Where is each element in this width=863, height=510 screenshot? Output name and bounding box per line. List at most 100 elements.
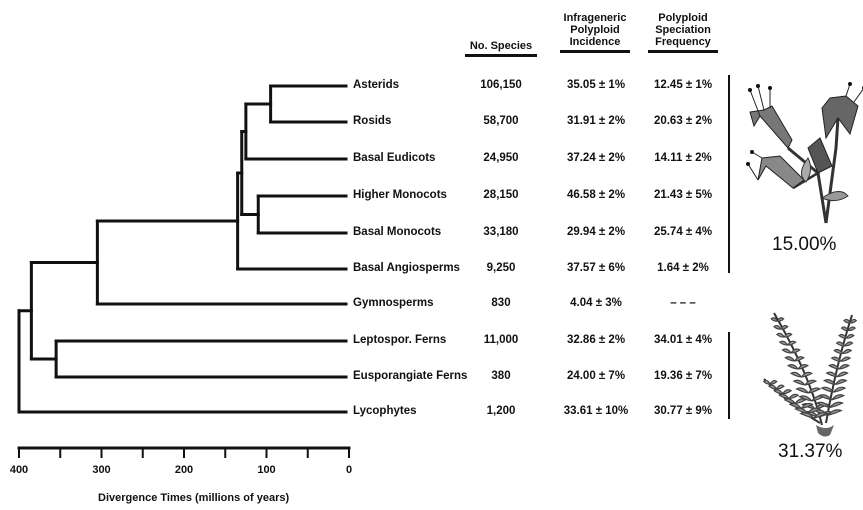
fern-leaflet — [823, 379, 836, 386]
fern-leaflet — [775, 384, 785, 390]
polyploid-incidence: 35.05 ± 1% — [566, 79, 626, 91]
clade-name: Leptospor. Ferns — [353, 334, 447, 346]
fern-leaflet — [780, 324, 789, 330]
clade-name: Basal Angiosperms — [353, 262, 460, 274]
header-no-species-label: No. Species — [469, 40, 533, 52]
speciation-frequency: 1.64 ± 2% — [657, 262, 709, 274]
polyploid-incidence: 24.00 ± 7% — [566, 370, 626, 382]
fern-leaflet — [800, 371, 814, 378]
speciation-frequency: 30.77 ± 9% — [653, 405, 713, 417]
fern-leaflet — [787, 340, 797, 346]
species-count: 9,250 — [486, 262, 516, 274]
fern-leaflet — [762, 379, 771, 385]
fern-leaflet — [807, 407, 822, 414]
polyploid-incidence: 46.58 ± 2% — [566, 189, 626, 201]
clade-name: Eusporangiate Ferns — [353, 370, 468, 382]
axis-title: Divergence Times (millions of years) — [98, 492, 290, 504]
clade-name: Higher Monocots — [353, 189, 447, 201]
clade-name: Gymnosperms — [353, 297, 434, 309]
axis-tick-label: 400 — [9, 464, 29, 476]
speciation-frequency: 12.45 ± 1% — [653, 79, 713, 91]
header-speciation-frequency: Polyploid Speciation Frequency — [648, 12, 718, 53]
fern-leaflet — [800, 402, 814, 409]
axis-tick-label: 300 — [92, 464, 111, 476]
fern-leaflet — [830, 356, 842, 362]
fern-leaflet — [782, 389, 793, 395]
fern-leaflet — [845, 333, 855, 339]
speciation-frequency: 19.36 ± 7% — [653, 370, 713, 382]
fern-leaflet — [827, 409, 843, 416]
fern-leaflet — [778, 340, 789, 346]
fern-leaflet — [847, 326, 856, 332]
fern-leaflet — [829, 401, 844, 409]
fern-leaflet — [813, 412, 829, 419]
fern-leaflet — [781, 348, 792, 354]
fern-leaflet — [831, 394, 846, 401]
clade-name: Asterids — [353, 79, 400, 91]
header-no-species: No. Species — [465, 40, 537, 57]
fern-leaflet — [834, 379, 848, 386]
fern-leaflet — [838, 333, 847, 339]
fern-leaflet — [775, 332, 785, 338]
fern-leaflet — [815, 401, 831, 409]
fern-leaflet — [769, 379, 778, 385]
fern-leaflet — [795, 387, 809, 394]
species-count: 24,950 — [483, 152, 519, 164]
fern-leaflet — [844, 341, 854, 347]
fern-leaflet — [825, 371, 838, 378]
fern-leaflet — [835, 341, 846, 347]
speciation-frequency: – – – — [670, 297, 696, 309]
fern-leaflet — [794, 407, 809, 414]
fern-leaflet — [788, 393, 800, 400]
fern-leaflet — [842, 348, 853, 355]
fern-leaflet — [773, 324, 782, 330]
fern-leaflet — [804, 379, 818, 386]
axis-tick-label: 200 — [174, 464, 194, 476]
fern-leaflet — [794, 398, 807, 405]
fern-leaflet — [818, 394, 833, 401]
fern-leaflet — [776, 317, 785, 322]
fern-leaflet — [797, 364, 809, 370]
fern-leaflet — [770, 317, 778, 322]
species-count: 28,150 — [483, 189, 519, 201]
speciation-frequency: 34.01 ± 4% — [653, 334, 713, 346]
species-count: 106,150 — [480, 79, 522, 91]
header-incidence-line: Infrageneric — [563, 12, 627, 24]
species-count: 1,200 — [486, 405, 516, 417]
clade-name: Basal Eudicots — [353, 152, 436, 164]
species-count: 33,180 — [483, 226, 519, 238]
fern-leaflet — [843, 318, 851, 324]
fern-leaflet — [789, 371, 802, 378]
species-count: 830 — [491, 297, 511, 309]
polyploid-incidence: 33.61 ± 10% — [563, 405, 629, 417]
speciation-frequency: 20.63 ± 2% — [653, 115, 713, 127]
clade-name: Basal Monocots — [353, 226, 442, 238]
time-axis — [17, 446, 351, 458]
fern-leaflet — [833, 348, 844, 355]
polyploid-incidence: 4.04 ± 3% — [570, 297, 622, 309]
fern-leaflet — [832, 386, 847, 393]
fern-leaflet — [807, 387, 822, 394]
fern-leaflet — [790, 348, 801, 354]
header-frequency-line: Polyploid — [658, 12, 708, 24]
fern-leaflet — [840, 326, 849, 332]
angiosperm-percent: 15.00% — [772, 234, 837, 255]
fern-leaflet — [794, 356, 805, 362]
fern-leaflet — [784, 356, 796, 362]
flower-icon — [746, 82, 863, 224]
axis-tick-label: 0 — [345, 464, 353, 476]
polyploid-incidence: 32.86 ± 2% — [566, 334, 626, 346]
fern-leaflet — [768, 384, 777, 390]
fern-leaflet — [783, 332, 793, 338]
header-frequency-line: Frequency — [655, 36, 711, 48]
fern-leaflet — [836, 371, 849, 378]
speciation-frequency: 21.43 ± 5% — [653, 189, 713, 201]
clade-name: Lycophytes — [353, 405, 417, 417]
fern-leaflet — [820, 386, 834, 393]
fern-leaflet — [788, 402, 802, 409]
polyploid-incidence: 29.94 ± 2% — [566, 226, 626, 238]
header-incidence-line: Polyploid — [570, 24, 620, 36]
speciation-frequency: 25.74 ± 4% — [653, 226, 713, 238]
